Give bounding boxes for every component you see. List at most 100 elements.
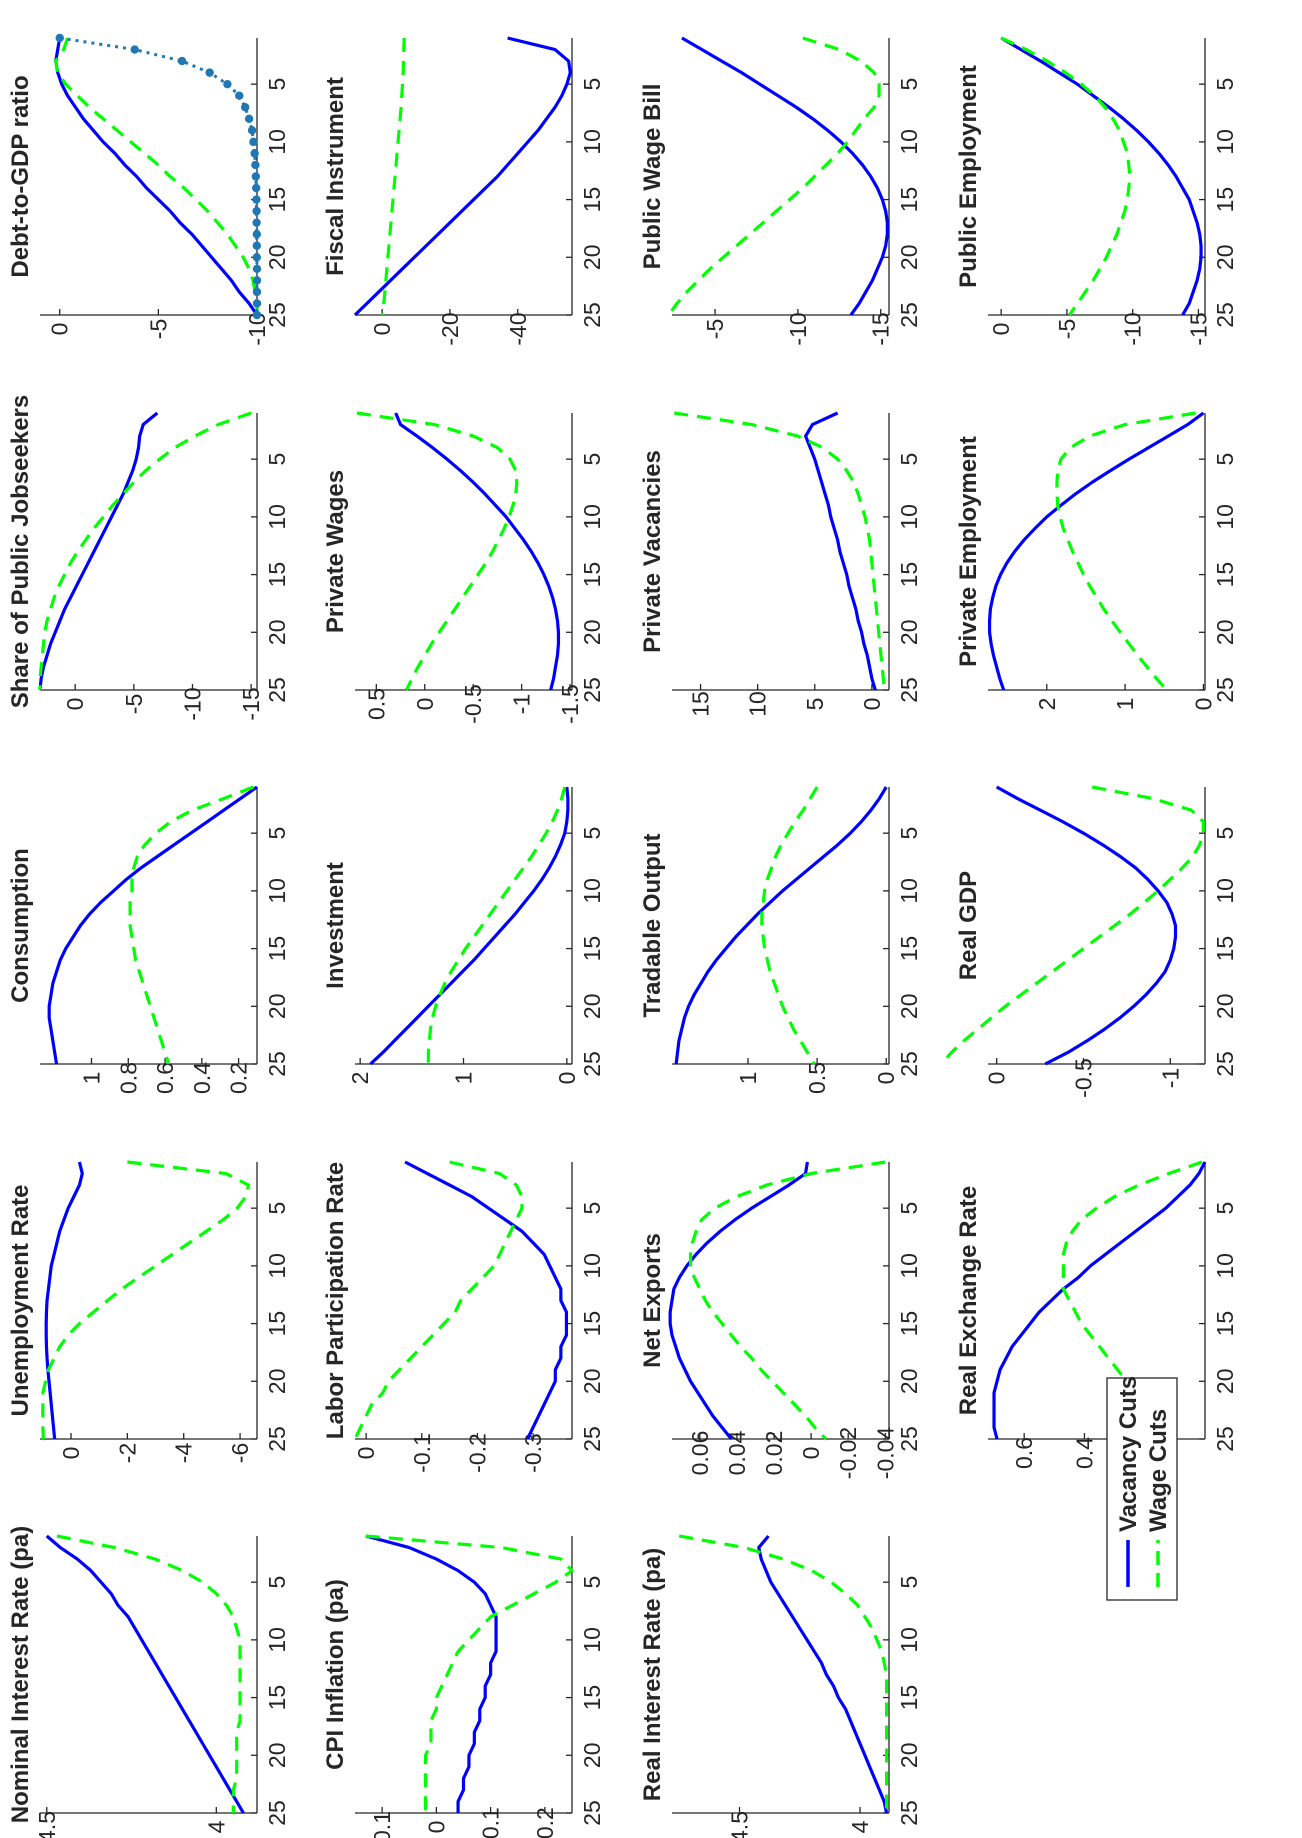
series-marker-public_jobs — [240, 103, 250, 112]
x-tick-label: 20 — [579, 1742, 605, 1768]
series-line-wage — [54, 37, 259, 315]
y-tick-label: 0.8 — [115, 1062, 141, 1094]
x-tick-label: 5 — [896, 78, 922, 91]
x-tick-label: 25 — [264, 1051, 290, 1077]
x-tick-label: 25 — [1212, 1426, 1238, 1452]
series-marker-public_jobs — [252, 276, 262, 285]
y-tick-label: -10 — [179, 687, 205, 720]
x-tick-label: 5 — [896, 453, 922, 466]
y-tick-label: 1 — [735, 1072, 761, 1085]
legend-label-vacancy: Vacancy Cuts — [1115, 1376, 1142, 1532]
x-tick-label: 5 — [264, 1576, 290, 1589]
series-marker-public_jobs — [177, 56, 187, 66]
x-tick-label: 10 — [264, 129, 290, 155]
y-tick-label: -0.1 — [409, 1433, 435, 1473]
series-line-wage — [356, 411, 519, 691]
x-tick-label: 10 — [264, 878, 290, 904]
series-line-vacancy — [681, 36, 889, 316]
y-tick-label: 4.5 — [34, 1811, 60, 1838]
x-tick-label: 25 — [896, 677, 922, 703]
series-marker-public_jobs — [235, 91, 244, 100]
series-marker-public_jobs — [252, 310, 262, 320]
x-tick-label: 5 — [896, 1576, 922, 1589]
y-tick-label: -0.3 — [520, 1433, 546, 1473]
panel-title: Public Wage Bill — [639, 84, 666, 270]
panel-tradable-output: 5 10 15 20 25 1 0.5 0 Tradable Output — [639, 786, 922, 1094]
panel-title: Consumption — [7, 848, 34, 1003]
y-tick-label: 0.4 — [1071, 1437, 1097, 1469]
x-tick-label: 20 — [896, 993, 922, 1019]
y-tick-label: -15 — [238, 687, 264, 720]
series-marker-public_jobs — [205, 68, 214, 77]
x-tick-label: 10 — [1212, 504, 1238, 530]
series-line-vacancy — [995, 785, 1178, 1066]
series-line-wage — [760, 786, 819, 1065]
panel-title: Real GDP — [955, 871, 982, 980]
series-line-vacancy — [365, 1534, 498, 1813]
x-tick-label: 20 — [579, 993, 605, 1019]
x-tick-label: 25 — [896, 302, 922, 328]
panel-private-wages: 5 10 15 20 25 0.5 0 -0.5 -1 -1.5 Private Wages — [322, 411, 605, 724]
x-tick-label: 20 — [1212, 619, 1238, 645]
y-tick-label: 0 — [988, 323, 1014, 336]
x-tick-label: 15 — [264, 936, 290, 962]
panel-title: Fiscal Instrument — [322, 77, 349, 276]
series-line-wage — [353, 1160, 524, 1440]
y-tick-label: 1 — [78, 1072, 104, 1085]
y-tick-label: 4 — [203, 1820, 229, 1833]
x-tick-label: 25 — [1212, 1051, 1238, 1077]
x-tick-label: 20 — [896, 1368, 922, 1394]
x-tick-label: 25 — [264, 302, 290, 328]
y-tick-label: 0.04 — [724, 1430, 750, 1475]
series-line-wage — [667, 36, 881, 316]
panel-fiscal-instrument: 5 10 15 20 25 0 -20 -40 Fiscal Instrument — [322, 36, 605, 346]
y-tick-label: -5 — [1054, 319, 1080, 339]
series-line-wage — [128, 785, 254, 1065]
y-tick-label: -0.2 — [464, 1433, 490, 1473]
y-tick-label: 0.6 — [1011, 1437, 1037, 1469]
panel-labor-participation-rate: 5 10 15 20 25 0 -0.1 -0.2 -0.3 Labor Participatio… — [322, 1160, 605, 1473]
x-tick-label: 10 — [264, 1627, 290, 1653]
x-tick-label: 25 — [579, 1800, 605, 1826]
y-tick-label: 0 — [47, 323, 73, 336]
y-tick-label: 0.2 — [226, 1062, 252, 1094]
series-line-wage — [41, 1160, 251, 1440]
series-marker-public_jobs — [251, 160, 260, 170]
panel-title: Real Interest Rate (pa) — [639, 1548, 666, 1801]
x-tick-label: 15 — [264, 1685, 290, 1711]
y-tick-label: 0 — [984, 1072, 1010, 1085]
x-tick-label: 15 — [896, 187, 922, 213]
series-marker-public_jobs — [252, 195, 261, 204]
series-marker-public_jobs — [252, 183, 261, 193]
x-tick-label: 5 — [1212, 1202, 1238, 1215]
x-tick-label: 20 — [1212, 244, 1238, 270]
legend: Vacancy Cuts Wage Cuts — [1106, 1376, 1178, 1601]
panel-title: Investment — [322, 862, 349, 989]
y-tick-label: 0 — [58, 1447, 84, 1460]
y-tick-label: 0.4 — [189, 1062, 215, 1094]
y-tick-label: 0.5 — [363, 688, 389, 720]
series-marker-public_jobs — [252, 218, 261, 227]
series-marker-public_jobs — [252, 299, 262, 308]
panel-cpi-inflation: 5 10 15 20 25 0.1 0 -0.1 -0.2 CPI Inflation (pa) — [322, 1534, 605, 1838]
series-line-wage — [1000, 36, 1132, 316]
series-line-wage — [678, 1534, 889, 1813]
x-tick-label: 20 — [579, 619, 605, 645]
x-tick-label: 25 — [896, 1426, 922, 1452]
x-tick-label: 5 — [896, 827, 922, 840]
panel-private-vacancies: 5 10 15 20 25 15 10 5 0 Private Vacancies — [639, 411, 922, 717]
x-tick-label: 15 — [1212, 936, 1238, 962]
series-line-wage — [1055, 411, 1196, 692]
x-tick-label: 10 — [896, 129, 922, 155]
x-tick-label: 25 — [579, 1426, 605, 1452]
x-tick-label: 10 — [896, 1253, 922, 1279]
x-tick-label: 25 — [579, 302, 605, 328]
legend-box — [1106, 1377, 1178, 1601]
series-marker-public_jobs — [130, 45, 139, 54]
x-tick-label: 10 — [579, 878, 605, 904]
y-tick-label: -5 — [145, 319, 171, 339]
series-line-vacancy — [757, 1534, 889, 1814]
y-tick-label: 0 — [412, 698, 438, 711]
x-tick-label: 5 — [896, 1202, 922, 1215]
x-tick-label: 25 — [896, 1051, 922, 1077]
